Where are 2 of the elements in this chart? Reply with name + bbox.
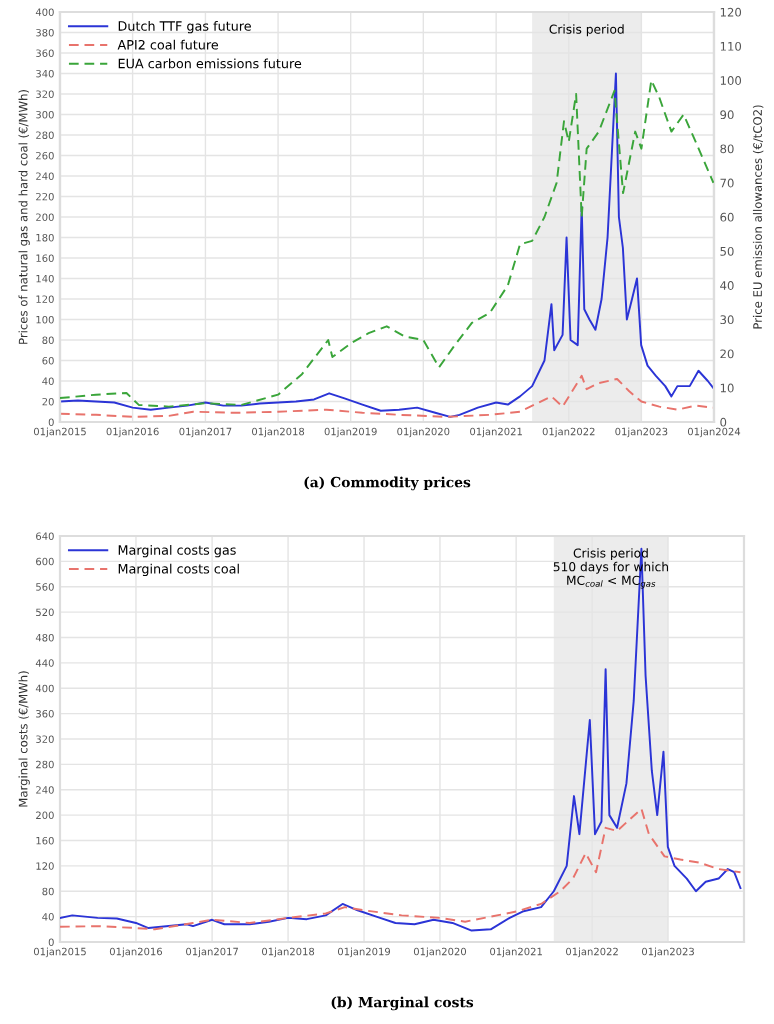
line-series [60, 807, 742, 931]
line-series [60, 547, 742, 932]
